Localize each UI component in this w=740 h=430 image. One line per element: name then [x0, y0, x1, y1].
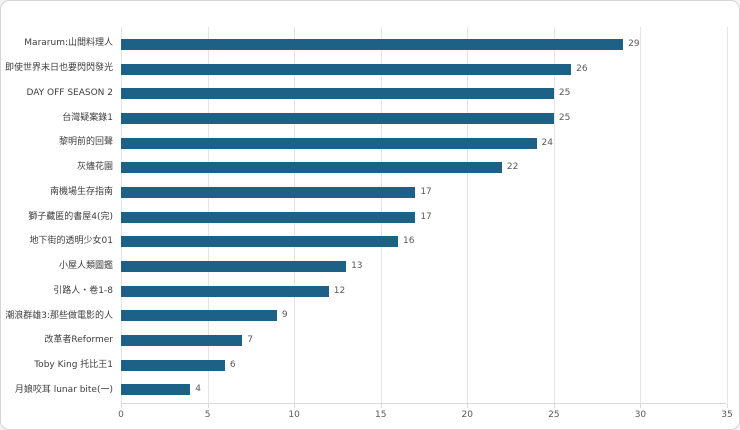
bar	[121, 88, 554, 100]
tick-label: 35	[721, 410, 733, 420]
tick-mark	[121, 404, 122, 408]
bar	[121, 334, 243, 346]
tick-mark	[294, 404, 296, 408]
tick-mark	[553, 404, 555, 408]
bar-row: 25	[121, 106, 727, 131]
value-label: 25	[558, 112, 571, 123]
tick-label: 10	[288, 410, 300, 420]
bar-row: 6	[121, 353, 727, 378]
value-label: 9	[281, 310, 288, 321]
tick-mark	[380, 404, 382, 408]
bar	[121, 211, 416, 223]
category-label: 月娘咬耳 lunar bite(一)	[14, 384, 113, 395]
value-label: 17	[420, 186, 432, 197]
bar-row: 17	[121, 205, 727, 230]
value-label: 17	[420, 211, 432, 222]
bar	[121, 63, 572, 75]
bar	[121, 112, 554, 124]
category-label: Toby King 托比王1	[34, 359, 113, 370]
tick-label: 15	[374, 410, 387, 420]
bar	[121, 162, 502, 174]
bar	[121, 285, 329, 297]
bar	[121, 186, 416, 198]
bar-row: 4	[121, 377, 727, 402]
bar-row: 22	[121, 155, 727, 180]
bar-row: 16	[121, 229, 727, 254]
category-label: 獅子藏匿的書屋4(完)	[28, 211, 113, 222]
value-axis: 0 5 10 15 20 25 30 35	[118, 404, 733, 426]
category-label: 即使世界末日也要閃閃發光	[4, 63, 113, 74]
value-label: 16	[403, 236, 415, 247]
category-label: 台灣疑案錄1	[62, 112, 113, 123]
category-label: DAY OFF SEASON 2	[26, 87, 113, 98]
bar-row: 29	[121, 32, 727, 57]
value-label: 22	[506, 162, 519, 173]
category-label: Mararum:山間料理人	[24, 38, 113, 49]
gridline	[467, 27, 469, 403]
tick-mark	[467, 404, 469, 408]
bar-row: 25	[121, 81, 727, 106]
tick-label: 20	[461, 410, 474, 420]
category-label: 黎明前的回聲	[58, 137, 113, 148]
tick-label: 30	[634, 410, 647, 420]
bar	[121, 236, 399, 248]
bar-row: 7	[121, 328, 727, 353]
category-label: 引路人・卷1-8	[53, 285, 113, 296]
tick-mark	[640, 404, 642, 408]
value-label: 24	[541, 137, 553, 148]
category-label: 小屋人類圖鑑	[58, 261, 113, 272]
category-label: 地下街的透明少女01	[29, 236, 113, 247]
value-label: 25	[558, 88, 571, 99]
bar-row: 13	[121, 254, 727, 279]
bar-row: 12	[121, 279, 727, 304]
bar	[121, 137, 537, 149]
tick-label: 0	[118, 410, 124, 420]
tick-mark	[727, 404, 728, 408]
bar	[121, 260, 347, 272]
bar	[121, 384, 191, 396]
tick-label: 5	[204, 410, 211, 420]
tick-label: 25	[548, 410, 560, 420]
category-label: 南機場生存指南	[49, 186, 113, 197]
category-label: 潮浪群雄3:那些做電影的人	[5, 310, 113, 321]
category-label: 灰燼花園	[76, 162, 113, 173]
bar-rows: 29 26 25 25 24 22 17 17 16 13 12 9 7 6 4	[121, 32, 727, 402]
bar-row: 9	[121, 303, 727, 328]
category-axis: Mararum:山間料理人即使世界末日也要閃閃發光 DAY OFF SEASON …	[5, 27, 113, 404]
value-label: 4	[195, 384, 201, 395]
bar-row: 17	[121, 180, 727, 205]
plot-area: 29 26 25 25 24 22 17 17 16 13 12 9 7 6 4	[121, 27, 728, 404]
bar-row: 26	[121, 57, 727, 82]
tick-mark	[207, 404, 209, 408]
value-label: 13	[351, 260, 363, 271]
gridline	[640, 27, 642, 403]
value-label: 12	[333, 285, 346, 296]
bar	[121, 359, 225, 371]
bar	[121, 310, 277, 322]
gridline	[727, 27, 728, 403]
bar-row: 24	[121, 131, 727, 156]
value-label: 6	[229, 359, 236, 370]
value-label: 7	[247, 334, 253, 345]
bar	[121, 38, 624, 50]
category-label: 改革者Reformer	[44, 335, 113, 346]
value-label: 29	[628, 38, 640, 49]
value-label: 26	[576, 63, 588, 74]
gridline	[553, 27, 555, 403]
